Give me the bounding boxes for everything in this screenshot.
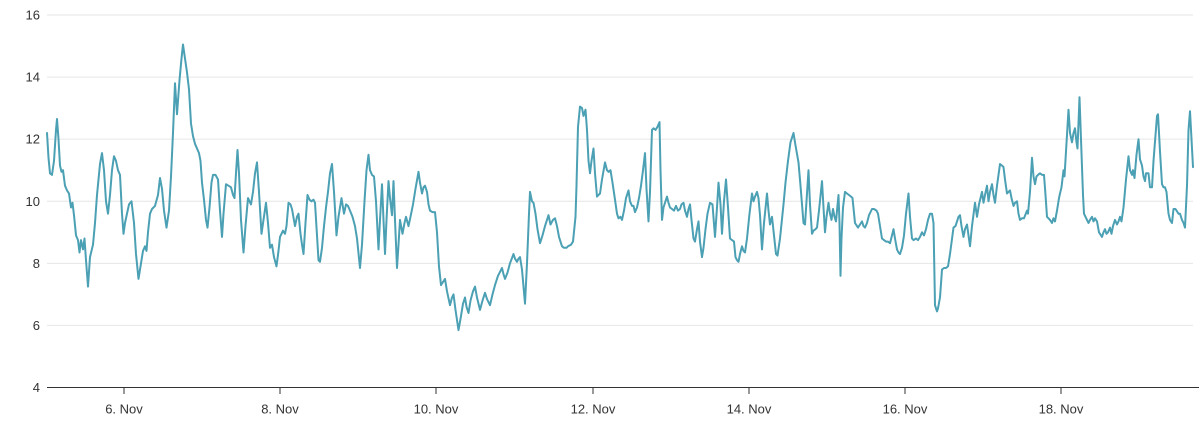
x-axis-label: 8. Nov: [261, 402, 299, 417]
x-axis-label: 10. Nov: [414, 402, 459, 417]
series-group: [46, 43, 1194, 332]
x-axis-label: 16. Nov: [883, 402, 928, 417]
x-axis-label: 18. Nov: [1039, 402, 1084, 417]
y-axis-label: 12: [26, 132, 40, 147]
x-axis-label: 12. Nov: [571, 402, 616, 417]
y-axis-label: 8: [33, 256, 40, 271]
y-axis-label: 6: [33, 318, 40, 333]
y-axis-label: 14: [26, 70, 40, 85]
y-axis-label: 10: [26, 194, 40, 209]
series-line[interactable]: [46, 43, 1194, 332]
gridlines-group: [47, 14, 1193, 326]
axis-labels-group: 4 6 8 10 12 14 16 6. Nov 8. Nov 10. Nov 12. Nov 14.…: [26, 8, 1084, 417]
x-axis-label: 6. Nov: [105, 402, 143, 417]
x-axis-group: [47, 387, 1199, 394]
y-axis-label: 16: [26, 8, 40, 23]
y-axis-label: 4: [33, 380, 40, 395]
x-axis-label: 14. Nov: [727, 402, 772, 417]
